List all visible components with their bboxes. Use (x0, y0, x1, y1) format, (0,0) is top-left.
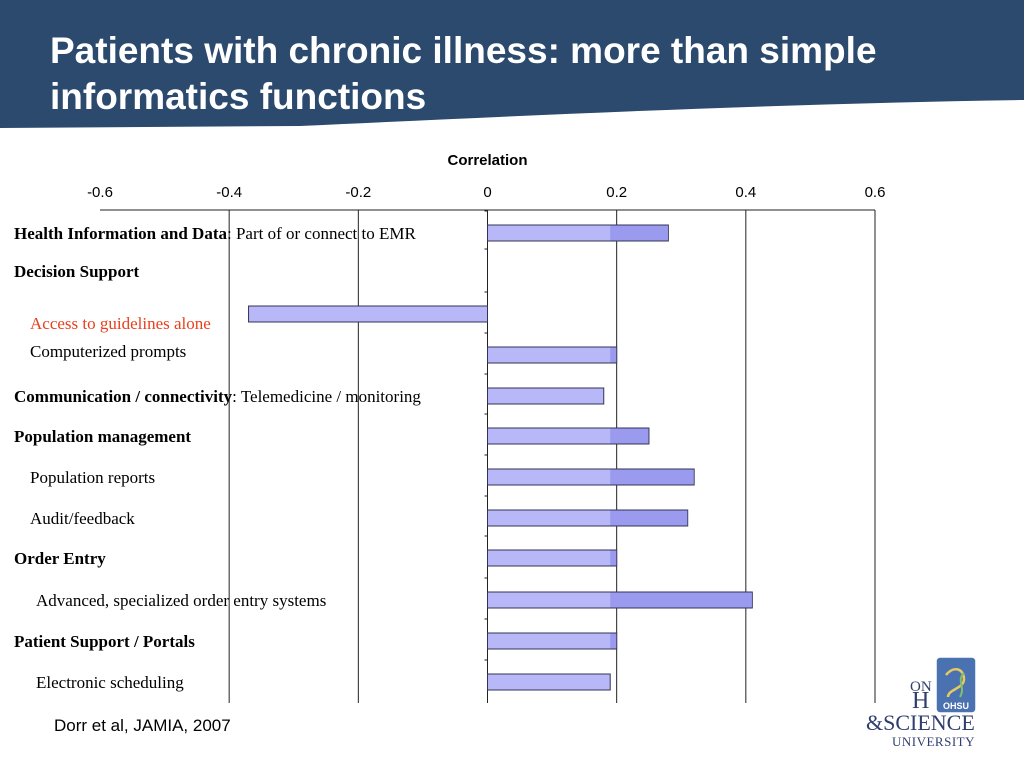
category-labels: Health Information and Data: Part of or … (14, 224, 421, 692)
x-tick-label: -0.4 (216, 184, 242, 201)
bar (487, 591, 753, 609)
logo-text-line-1: ON (910, 679, 932, 695)
university-logo: ON H &SCIENCE UNIVERSITY OHSU (860, 655, 984, 750)
bar (248, 305, 488, 323)
bar (487, 549, 618, 567)
category-label: Health Information and Data: Part of or … (14, 224, 416, 243)
logo-text-line-4: UNIVERSITY (892, 734, 975, 749)
x-axis-title: Correlation (447, 152, 527, 169)
bar (487, 632, 618, 650)
category-label: Population reports (30, 468, 155, 487)
bar (487, 509, 689, 527)
category-label: Advanced, specialized order entry system… (36, 591, 326, 610)
bar (487, 387, 605, 405)
x-tick-label: 0 (483, 184, 491, 201)
category-label: Computerized prompts (30, 342, 186, 361)
category-label: Patient Support / Portals (14, 632, 195, 651)
bar (487, 346, 618, 364)
x-tick-label: -0.6 (87, 184, 113, 201)
x-tick-label: -0.2 (345, 184, 371, 201)
header-band (0, 0, 1024, 128)
x-tick-label: 0.2 (606, 184, 627, 201)
bar (487, 427, 650, 445)
bars (248, 224, 753, 691)
category-label: Order Entry (14, 549, 106, 568)
logo-text-line-3: &SCIENCE (866, 710, 975, 735)
x-tick-label: 0.4 (735, 184, 756, 201)
x-tick-labels: -0.6 -0.4 -0.2 0 0.2 0.4 0.6 (87, 184, 885, 201)
category-label: Population management (14, 427, 191, 446)
bar (487, 673, 611, 691)
category-label: Electronic scheduling (36, 673, 184, 692)
category-label: Audit/feedback (30, 509, 135, 528)
category-label: Access to guidelines alone (30, 314, 211, 333)
citation: Dorr et al, JAMIA, 2007 (54, 716, 231, 735)
bar (487, 224, 669, 242)
correlation-bar-chart: Correlation -0.6 -0.4 -0.2 0 0.2 0.4 0.6 Healt… (14, 152, 885, 703)
category-label: Communication / connectivity: Telemedici… (14, 387, 421, 406)
ohsu-badge-text: OHSU (943, 701, 969, 711)
x-tick-label: 0.6 (865, 184, 886, 201)
bar (487, 468, 695, 486)
logo-text-line-2: H (912, 688, 930, 714)
ohsu-shield-icon: OHSU (935, 656, 977, 714)
gridlines (100, 209, 876, 703)
category-label: Decision Support (14, 262, 139, 281)
slide-title: Patients with chronic illness: more than… (50, 30, 877, 117)
